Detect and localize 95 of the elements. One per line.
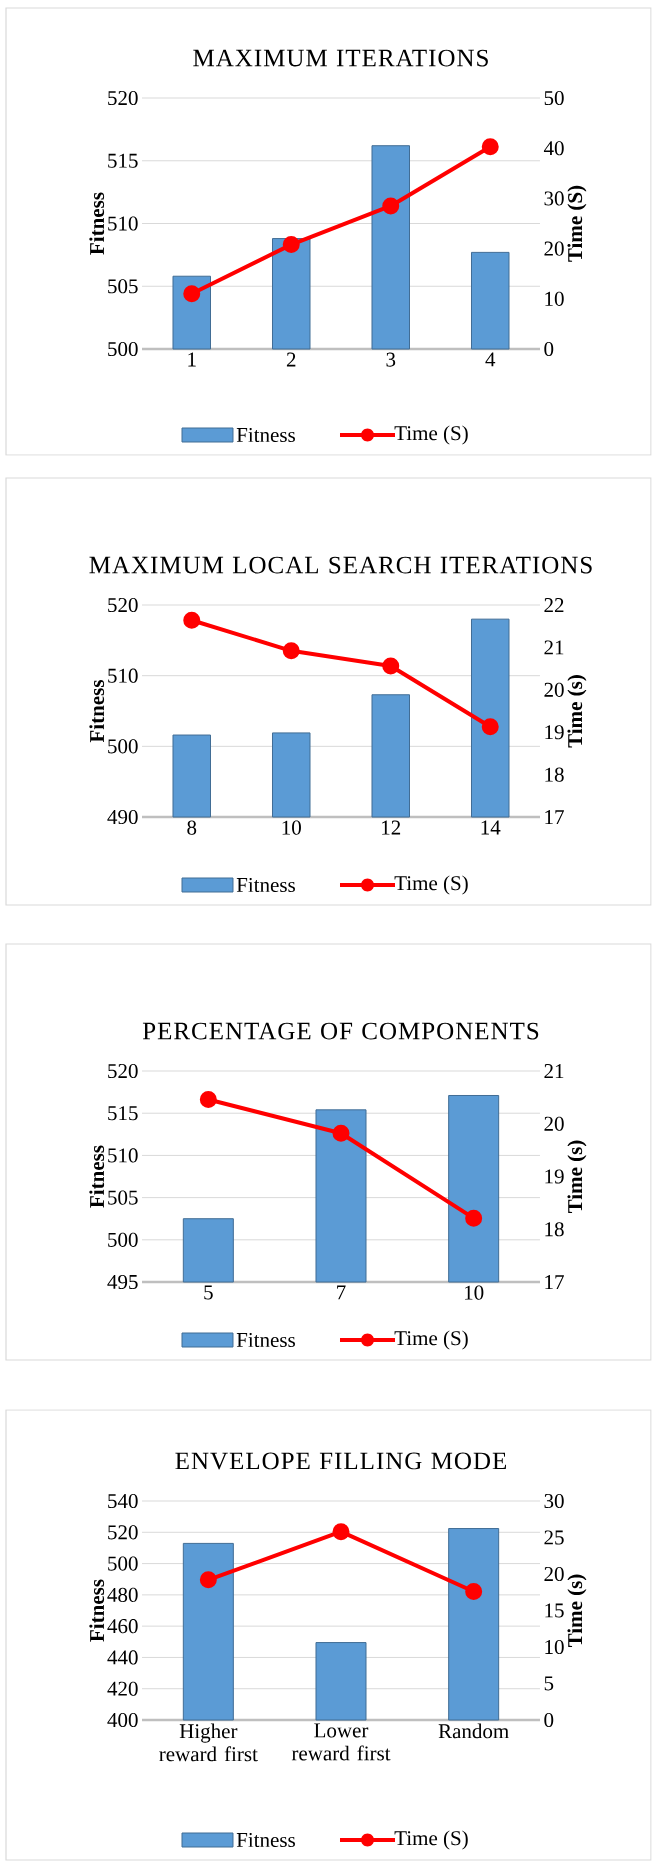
chart-title: PERCENTAGE OF COMPONENTS — [143, 1022, 539, 1040]
y-tick-label: 480 — [107, 1587, 138, 1602]
y-tick-label: 520 — [108, 1063, 138, 1079]
x-tick-label: 10 — [465, 1285, 484, 1300]
y2-tick-label: 20 — [544, 1566, 564, 1582]
y-tick-label: 520 — [108, 1525, 138, 1540]
y-tick-label: 515 — [108, 1106, 138, 1121]
legend-label: Fitness — [237, 427, 296, 443]
legend-label: Fitness — [237, 1332, 296, 1348]
point — [183, 611, 201, 629]
y-tick-label: 420 — [107, 1681, 138, 1696]
point — [200, 1571, 218, 1589]
x-tick-label: 8 — [187, 820, 197, 835]
legend-label: Fitness — [237, 1832, 296, 1848]
chart-title: ENVELOPE FILLING MODE — [175, 1452, 507, 1470]
chart-title: MAXIMUM LOCAL SEARCH ITERATIONS — [89, 556, 592, 574]
y2-tick-label: 22 — [544, 598, 564, 612]
y2-axis-title: Time (s) — [567, 1574, 587, 1648]
x-tick-label: Random — [438, 1723, 510, 1739]
y-tick-label: 400 — [107, 1712, 138, 1728]
y-tick-label: 540 — [108, 1493, 138, 1509]
legend-label: Time (S) — [394, 425, 468, 445]
y2-tick-label: 19 — [545, 1169, 564, 1184]
y2-axis-title: Time (S) — [567, 185, 587, 262]
x-tick-label: 4 — [485, 352, 496, 367]
y2-tick-label: 10 — [545, 1639, 564, 1655]
y2-tick-label: 5 — [544, 1676, 554, 1691]
point — [382, 197, 400, 215]
y2-tick-label: 19 — [545, 725, 564, 740]
y2-axis-title: Time (s) — [567, 1140, 587, 1214]
y-tick-label: 520 — [108, 90, 138, 106]
legend-label: Time (S) — [394, 875, 468, 895]
y-tick-label: 460 — [107, 1619, 138, 1634]
x-tick-label: 3 — [386, 352, 396, 367]
point — [282, 236, 300, 254]
x-tick-label: 5 — [204, 1285, 213, 1300]
y2-tick-label: 30 — [544, 1493, 564, 1509]
y-tick-label: 490 — [107, 809, 138, 825]
point — [183, 285, 201, 303]
y2-tick-label: 0 — [544, 341, 554, 357]
point — [282, 642, 300, 660]
y-axis-title: Fitness — [89, 1579, 105, 1642]
y-tick-label: 510 — [108, 1148, 138, 1163]
x-tick-label: 14 — [481, 820, 501, 835]
y2-tick-label: 0 — [544, 1712, 554, 1728]
x-tick-label: 7 — [337, 1285, 346, 1300]
y2-tick-label: 17 — [545, 1275, 565, 1289]
x-tick-label: Lower reward first — [292, 1723, 391, 1761]
chart-title: MAXIMUM ITERATIONS — [193, 49, 489, 67]
y-tick-label: 440 — [107, 1650, 138, 1665]
point — [332, 1523, 350, 1541]
point — [200, 1091, 218, 1108]
y2-tick-label: 18 — [545, 1222, 564, 1237]
y-axis-title: Fitness — [89, 192, 105, 255]
y-tick-label: 505 — [108, 1190, 138, 1205]
x-tick-label: 1 — [188, 352, 196, 367]
y-tick-label: 495 — [107, 1274, 138, 1290]
y2-axis-title: Time (s) — [567, 675, 587, 748]
x-tick-label: Higher reward first — [159, 1723, 258, 1762]
y2-tick-label: 10 — [545, 291, 564, 306]
y2-tick-label: 30 — [544, 191, 564, 206]
y-tick-label: 515 — [108, 153, 138, 168]
y2-tick-label: 15 — [545, 1603, 564, 1618]
y2-tick-label: 20 — [544, 241, 564, 256]
y-tick-label: 510 — [108, 668, 138, 683]
y2-tick-label: 20 — [544, 1116, 564, 1131]
point — [465, 1209, 483, 1227]
y2-tick-label: 25 — [544, 1530, 564, 1545]
y-tick-label: 500 — [108, 341, 138, 357]
x-tick-label: 2 — [287, 352, 296, 367]
y-tick-label: 500 — [108, 1232, 138, 1247]
y-tick-label: 505 — [108, 279, 138, 294]
x-tick-label: 10 — [282, 820, 302, 835]
y2-tick-label: 17 — [545, 810, 565, 824]
legend-label: Time (S) — [394, 1830, 468, 1850]
y-axis-title: Fitness — [89, 1145, 105, 1208]
y2-tick-label: 21 — [544, 640, 564, 655]
y2-tick-label: 50 — [544, 90, 564, 106]
point — [481, 718, 499, 736]
point — [382, 657, 400, 675]
point — [481, 138, 499, 156]
y2-tick-label: 21 — [544, 1064, 564, 1078]
y-tick-label: 500 — [108, 739, 138, 754]
legend-label: Fitness — [237, 877, 296, 893]
y2-tick-label: 20 — [544, 682, 564, 697]
y2-tick-label: 18 — [545, 767, 564, 782]
y-tick-label: 520 — [108, 597, 138, 613]
point — [465, 1583, 483, 1601]
y-axis-title: Fitness — [89, 680, 105, 743]
x-tick-label: 12 — [382, 820, 401, 835]
y2-tick-label: 40 — [544, 141, 564, 156]
y-tick-label: 510 — [108, 216, 138, 231]
y-tick-label: 500 — [108, 1556, 138, 1571]
point — [332, 1124, 350, 1142]
legend-label: Time (S) — [394, 1330, 468, 1350]
